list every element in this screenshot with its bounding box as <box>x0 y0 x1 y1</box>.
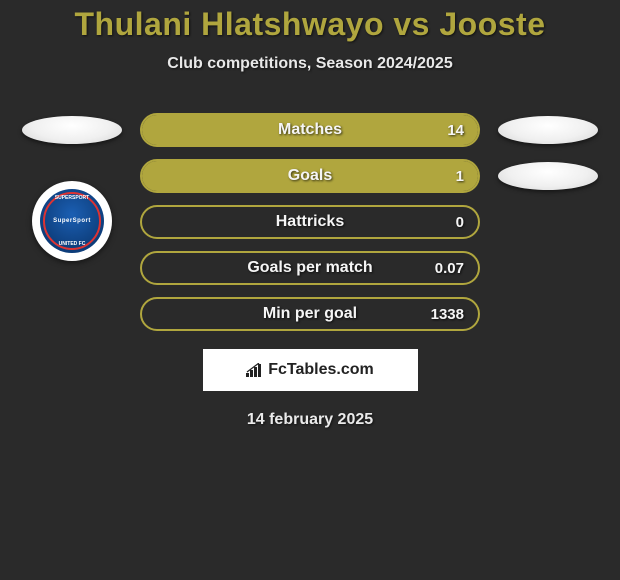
right-player-badge <box>498 162 598 190</box>
stat-bar: Hattricks 0 <box>140 205 480 239</box>
stat-label: Goals <box>288 167 332 185</box>
right-slot <box>498 116 598 144</box>
right-slot <box>498 162 598 190</box>
stat-value: 1338 <box>431 306 464 323</box>
chart-icon <box>246 363 264 377</box>
stat-label: Min per goal <box>263 305 357 323</box>
stat-bar: Goals per match 0.07 <box>140 251 480 285</box>
stat-bar: Min per goal 1338 <box>140 297 480 331</box>
stat-value: 0.07 <box>435 260 464 277</box>
stat-bar: Goals 1 <box>140 159 480 193</box>
right-player-badge <box>498 116 598 144</box>
stat-value: 14 <box>447 122 464 139</box>
brand-text: FcTables.com <box>268 361 374 379</box>
left-player-badge <box>22 116 122 144</box>
date-label: 14 february 2025 <box>0 411 620 429</box>
stat-label: Goals per match <box>247 259 372 277</box>
stat-bar: Matches 14 <box>140 113 480 147</box>
stat-row: SUPERSPORTSuperSportUNITED FC Goals 1 <box>0 159 620 193</box>
stats-area: Matches 14 SUPERSPORTSuperSportUNITED FC Go… <box>0 113 620 331</box>
brand-box[interactable]: FcTables.com <box>203 349 418 391</box>
stat-label: Hattricks <box>276 213 344 231</box>
subtitle: Club competitions, Season 2024/2025 <box>0 55 620 73</box>
stat-value: 0 <box>456 214 464 231</box>
stat-row: Min per goal 1338 <box>0 297 620 331</box>
stat-value: 1 <box>456 168 464 185</box>
left-slot <box>22 116 122 144</box>
club-logo-slot: SUPERSPORTSuperSportUNITED FC <box>22 159 122 193</box>
club-logo: SUPERSPORTSuperSportUNITED FC <box>32 181 112 261</box>
stat-row: Goals per match 0.07 <box>0 251 620 285</box>
stat-row: Matches 14 <box>0 113 620 147</box>
stat-label: Matches <box>278 121 342 139</box>
page-title: Thulani Hlatshwayo vs Jooste <box>0 6 620 43</box>
